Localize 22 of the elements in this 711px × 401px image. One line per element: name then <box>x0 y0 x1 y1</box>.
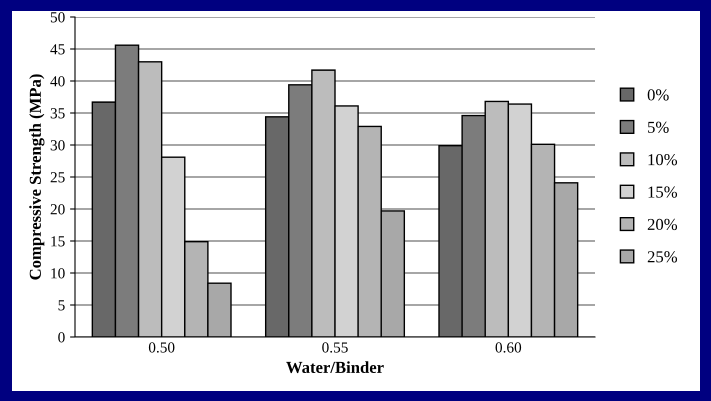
y-tick-label: 15 <box>51 236 65 246</box>
y-tick-label: 45 <box>50 44 65 54</box>
y-tick-label: 50 <box>50 12 65 22</box>
legend-label: 25% <box>648 251 678 262</box>
legend-label: 0% <box>648 89 669 101</box>
y-tick-label: 5 <box>58 300 65 310</box>
legend-label: 10% <box>648 154 678 166</box>
y-tick-label: 10 <box>51 268 65 278</box>
y-tick-label: 30 <box>50 140 65 150</box>
y-tick-label: 40 <box>50 76 65 86</box>
x-tick-label: 0.50 <box>148 342 174 353</box>
legend-label: 15% <box>648 186 678 198</box>
y-tick-label: 0 <box>58 332 65 342</box>
x-tick-label: 0.55 <box>322 342 348 353</box>
legend-label: 20% <box>648 218 678 230</box>
y-axis-title: Compressive Strength (MPa) <box>29 74 44 280</box>
y-tick-label: 35 <box>50 108 65 118</box>
x-axis-title: Water/Binder <box>286 361 384 374</box>
y-tick-label: 20 <box>50 204 65 214</box>
y-tick-label: 25 <box>50 172 65 182</box>
x-tick-label: 0.60 <box>496 342 522 353</box>
legend-label: 5% <box>648 122 669 133</box>
